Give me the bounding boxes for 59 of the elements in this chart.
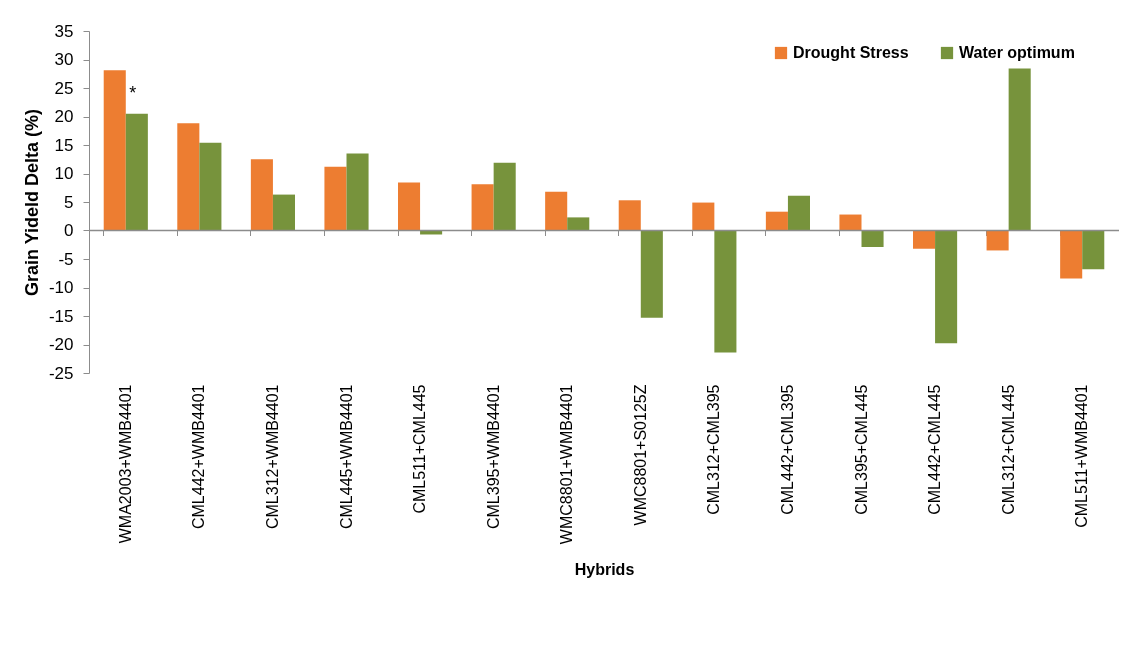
bar [272, 194, 295, 231]
bar [714, 230, 737, 353]
x-tick-label: CML442+CML445 [926, 384, 944, 515]
annotation: * [129, 82, 137, 103]
bar [493, 162, 516, 231]
y-tick-label: 15 [54, 135, 74, 155]
x-tick-label: CML511+WMB4401 [1073, 384, 1091, 528]
y-tick-label: -25 [48, 363, 74, 383]
y-tick-label: -5 [58, 249, 74, 269]
bar [787, 195, 810, 231]
y-tick-label: 35 [54, 21, 74, 41]
bar [545, 191, 568, 231]
y-tick-label: 0 [64, 221, 74, 240]
x-tick-label: CML395+CML445 [852, 384, 870, 515]
bar [1060, 230, 1083, 279]
y-tick-label: 10 [54, 164, 74, 183]
y-tick-label: 5 [64, 192, 74, 212]
x-tick-label: CML442+CML395 [778, 384, 796, 515]
bar [765, 211, 788, 231]
bar [839, 214, 862, 231]
legend-label: Drought Stress [793, 44, 909, 61]
x-tick-label: WMC8801+S0125Z [631, 384, 649, 526]
bar [1008, 68, 1031, 231]
bar [692, 202, 715, 231]
bar [103, 70, 126, 231]
y-tick-label: -20 [48, 335, 74, 354]
bar [640, 230, 663, 318]
bar [861, 230, 884, 248]
x-tick-label: CML395+WMB4401 [484, 384, 502, 530]
y-tick-label: 30 [54, 50, 74, 69]
x-tick-label: WMC8801+WMB4401 [558, 384, 576, 545]
bar [177, 123, 200, 231]
y-tick-label: -10 [48, 278, 74, 297]
x-tick-label: CML312+CML395 [705, 384, 723, 515]
bar [986, 230, 1009, 251]
x-tick-label: CML312+CML445 [999, 384, 1017, 515]
x-tick-label: CML312+WMB4401 [263, 384, 281, 530]
x-tick-label: CML511+CML445 [411, 384, 429, 514]
bar [324, 166, 347, 231]
legend-label: Water optimum [959, 44, 1075, 61]
bar [935, 230, 958, 344]
x-axis-title: Hybrids [574, 560, 635, 578]
bar [199, 142, 222, 231]
bar [618, 200, 641, 231]
bar [567, 217, 590, 231]
bar [913, 230, 936, 249]
bar [398, 182, 421, 231]
x-tick-label: WMA2003+WMB4401 [116, 384, 134, 544]
bar [471, 184, 494, 231]
y-tick-label: 20 [54, 107, 74, 126]
x-tick-label: CML445+WMB4401 [337, 384, 355, 530]
y-tick-label: -15 [48, 306, 74, 326]
bar [1082, 230, 1105, 270]
x-tick-label: CML442+WMB4401 [190, 384, 208, 530]
bar [250, 159, 273, 231]
y-tick-label: 25 [54, 78, 74, 98]
bar [346, 153, 369, 231]
bar [125, 113, 148, 231]
y-axis-title: Grain Yideld Delta (%) [21, 108, 42, 297]
